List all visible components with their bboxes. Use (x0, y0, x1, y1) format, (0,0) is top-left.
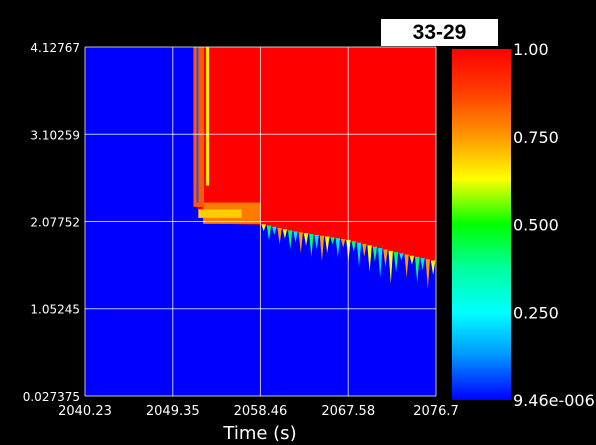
x-tick-label: 2058.46 (234, 404, 288, 419)
x-tick-labels: 2040.23 2049.35 2058.46 2067.58 2076.7 (58, 404, 459, 419)
panel-label: 33-29 (381, 19, 498, 46)
x-tick-label: 2076.7 (413, 404, 459, 419)
vertical-streak-gap (196, 47, 199, 203)
fringe-spike (356, 242, 362, 267)
colorbar-tick-label: 0.750 (513, 128, 559, 147)
fringe-spike (340, 239, 346, 248)
fringe-spike (335, 238, 341, 258)
onset-step-yellow (198, 209, 242, 218)
fringe-spike (420, 258, 425, 270)
fringe-spike (351, 241, 356, 252)
fringe-spike (425, 259, 431, 289)
fringe-spike (404, 254, 409, 278)
x-tick-label: 2049.35 (146, 404, 200, 419)
fringe-spike (325, 236, 330, 254)
fringe-spike (377, 248, 383, 279)
colorbar-tick-labels: 1.00 0.750 0.500 0.250 9.46e-006 (513, 40, 595, 410)
fringe-spike (409, 255, 415, 266)
fringe-spike (287, 230, 293, 250)
fringe-spike (388, 250, 393, 284)
fringe-spike (383, 249, 388, 268)
y-tick-label: 2.07752 (30, 216, 80, 230)
fringe-spike (430, 260, 436, 276)
fringe-spike (266, 225, 272, 241)
fringe-spike (303, 233, 309, 246)
fringe-spike (314, 234, 319, 250)
y-tick-label: 0.027375 (23, 390, 80, 404)
y-tick-labels: 0.027375 1.05245 2.07752 3.10259 4.12767 (23, 41, 80, 404)
fringe-spike (372, 246, 378, 262)
boundary-fringe (261, 224, 436, 289)
colorbar-tick-label: 0.250 (513, 303, 559, 322)
fringe-spike (293, 231, 298, 243)
fringe-spike (330, 237, 335, 245)
fringe-spike (393, 252, 399, 273)
colorbar (452, 49, 511, 400)
fringe-spike (362, 244, 367, 257)
fringe-spike (415, 256, 420, 284)
x-axis-label: Time (s) (222, 423, 296, 441)
grid-lines (84, 46, 437, 397)
fringe-spike (261, 224, 266, 232)
fringe-spike (309, 234, 314, 258)
fringe-spike (367, 245, 372, 273)
y-tick-label: 1.05245 (30, 303, 80, 317)
y-tick-label: 3.10259 (30, 128, 80, 142)
fringe-spike (277, 228, 282, 245)
vertical-streak-edge (206, 47, 210, 186)
colorbar-tick-label: 0.500 (513, 216, 559, 235)
fringe-spike (399, 253, 404, 261)
x-tick-label: 2040.23 (58, 404, 112, 419)
colorbar-tick-label: 1.00 (513, 40, 549, 59)
fringe-spike (282, 229, 288, 239)
fringe-spike (298, 232, 303, 254)
vertical-streak (193, 47, 205, 207)
colorbar-tick-label: 9.46e-006 (513, 391, 595, 410)
y-tick-label: 4.12767 (30, 41, 80, 55)
x-tick-label: 2067.58 (321, 404, 375, 419)
fringe-spike (319, 235, 325, 262)
fringe-spike (272, 226, 277, 235)
